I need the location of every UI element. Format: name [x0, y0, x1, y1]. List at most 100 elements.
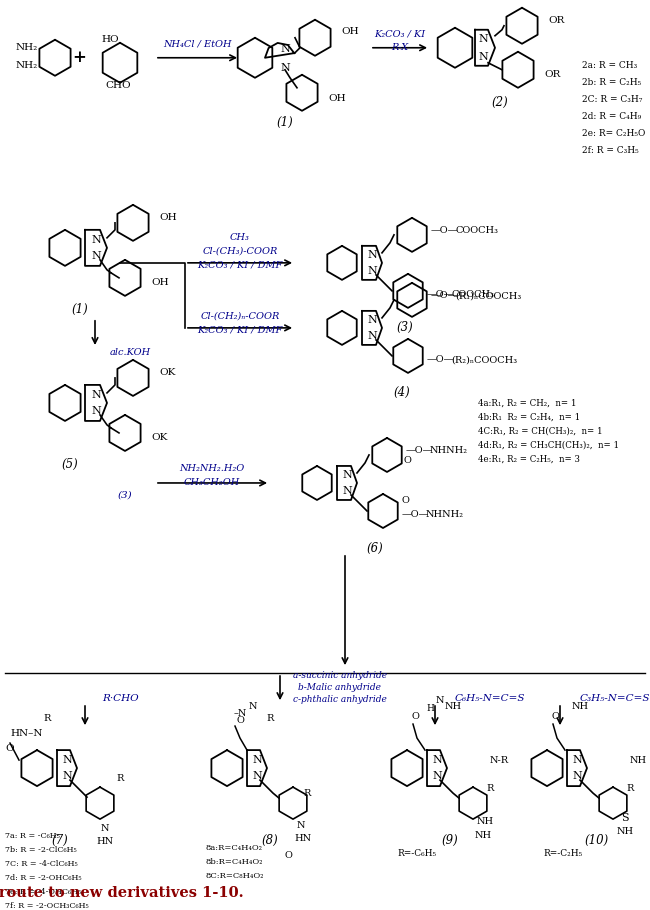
Text: O: O [401, 497, 409, 505]
Text: R: R [266, 713, 274, 723]
Text: HN: HN [294, 834, 311, 843]
Text: Cl-(CH₂)ₙ-COOR: Cl-(CH₂)ₙ-COOR [200, 311, 280, 320]
Text: R: R [116, 774, 124, 783]
Text: 2e: R= C₂H₅O: 2e: R= C₂H₅O [582, 129, 645, 138]
Text: —O—: —O— [402, 511, 430, 520]
Text: N: N [91, 251, 101, 261]
Text: c-phthalic anhydride: c-phthalic anhydride [293, 694, 387, 703]
Text: NH: NH [630, 755, 647, 764]
Text: N: N [280, 63, 290, 73]
Text: COOCH₃: COOCH₃ [455, 227, 498, 236]
Text: —O—: —O— [406, 447, 434, 455]
Text: N: N [432, 771, 442, 781]
Text: N: N [252, 771, 262, 781]
Text: 8a:R=C₄H₄O₂: 8a:R=C₄H₄O₂ [205, 844, 262, 852]
Text: HN: HN [96, 836, 114, 845]
Text: N: N [478, 52, 488, 62]
Text: COOCH₃: COOCH₃ [451, 290, 494, 299]
Text: N: N [367, 250, 377, 260]
Text: NH₂: NH₂ [16, 61, 38, 70]
Text: —O—: —O— [431, 291, 458, 300]
Text: NH: NH [571, 702, 588, 711]
Text: OR: OR [544, 70, 560, 79]
Text: N: N [572, 755, 582, 765]
Text: N: N [572, 771, 582, 781]
Text: alc.KOH: alc.KOH [109, 349, 151, 358]
Text: CHO: CHO [105, 81, 131, 90]
Text: R·CHO: R·CHO [101, 693, 138, 703]
Text: K₂CO₃ / KI: K₂CO₃ / KI [374, 29, 426, 38]
Text: O: O [236, 715, 244, 724]
Text: 2a: R = CH₃: 2a: R = CH₃ [582, 61, 637, 70]
Text: (3): (3) [118, 490, 133, 500]
Text: OH: OH [341, 27, 359, 36]
Text: NHNH₂: NHNH₂ [426, 511, 464, 520]
Text: N: N [367, 266, 377, 276]
Text: R: R [304, 789, 311, 797]
Text: R: R [44, 713, 51, 723]
Text: 7b: R = -2-ClC₆H₅: 7b: R = -2-ClC₆H₅ [5, 846, 77, 854]
Text: —O—: —O— [427, 356, 454, 364]
Text: (8): (8) [261, 834, 278, 846]
Text: (4): (4) [394, 387, 410, 399]
Text: CH₃: CH₃ [230, 233, 250, 242]
Text: R=-C₂H₅: R=-C₂H₅ [543, 849, 582, 857]
Text: (6): (6) [367, 541, 384, 554]
Text: HN–N: HN–N [10, 729, 42, 738]
Text: 7e: R = -4-OHC₆H₅: 7e: R = -4-OHC₆H₅ [5, 888, 81, 896]
Text: (R₁)ₙCOOCH₃: (R₁)ₙCOOCH₃ [455, 291, 521, 300]
Text: C₃H₅-N=C=S: C₃H₅-N=C=S [580, 693, 650, 703]
Text: 4C:R₁, R₂ = CH(CH₃)₂,  n= 1: 4C:R₁, R₂ = CH(CH₃)₂, n= 1 [478, 427, 603, 436]
Text: 8C:R=C₈H₄O₂: 8C:R=C₈H₄O₂ [205, 872, 263, 880]
Text: R: R [486, 784, 494, 793]
Text: N: N [342, 470, 352, 480]
Text: O: O [403, 457, 411, 465]
Text: O: O [284, 851, 292, 860]
Text: NH: NH [616, 826, 634, 835]
Text: (10): (10) [585, 834, 609, 846]
Text: (1): (1) [277, 116, 293, 129]
Text: H: H [426, 703, 434, 713]
Text: N: N [342, 486, 352, 496]
Text: NH₄Cl / EtOH: NH₄Cl / EtOH [162, 39, 231, 48]
Text: OK: OK [151, 433, 168, 442]
Text: +: + [72, 49, 86, 66]
Text: (R₂)ₙCOOCH₃: (R₂)ₙCOOCH₃ [451, 356, 517, 364]
Text: Cl-(CH₃)-COOR: Cl-(CH₃)-COOR [202, 247, 278, 256]
Text: N-R: N-R [490, 755, 509, 764]
Text: 2f: R = C₃H₅: 2f: R = C₃H₅ [582, 147, 639, 156]
Text: S: S [621, 814, 629, 824]
Text: NH: NH [474, 831, 491, 840]
Text: N: N [252, 755, 262, 765]
Text: N: N [91, 389, 101, 399]
Text: N: N [436, 695, 444, 704]
Text: 8b:R=C₄H₄O₂: 8b:R=C₄H₄O₂ [205, 858, 263, 866]
Text: O: O [411, 712, 419, 721]
Text: K₂CO₃ / KI / DMF: K₂CO₃ / KI / DMF [198, 260, 283, 269]
Text: N: N [91, 406, 101, 416]
Text: R-X: R-X [391, 44, 409, 52]
Text: NH: NH [445, 702, 461, 711]
Text: NH: NH [476, 816, 493, 825]
Text: N: N [62, 755, 72, 765]
Text: b-Malic anhydride: b-Malic anhydride [298, 682, 382, 692]
Text: 2d: R = C₄H₉: 2d: R = C₄H₉ [582, 112, 642, 121]
Text: OK: OK [159, 369, 176, 378]
Text: N: N [280, 44, 290, 54]
Text: OH: OH [151, 278, 168, 288]
Text: N: N [101, 824, 109, 833]
Text: N: N [297, 821, 306, 830]
Text: 4e:R₁, R₂ = C₂H₅,  n= 3: 4e:R₁, R₂ = C₂H₅, n= 3 [478, 454, 580, 463]
Text: C₆H₅-N=C=S: C₆H₅-N=C=S [455, 693, 525, 703]
Text: O: O [6, 743, 14, 753]
Text: N: N [432, 755, 442, 765]
Text: K₂CO₃ / KI / DMF: K₂CO₃ / KI / DMF [198, 326, 283, 334]
Text: NH₂NH₂.H₂O: NH₂NH₂.H₂O [179, 464, 244, 473]
Text: 2C: R = C₃H₇: 2C: R = C₃H₇ [582, 96, 642, 105]
Text: (3): (3) [396, 321, 413, 334]
Text: (2): (2) [491, 96, 508, 109]
Text: –N: –N [233, 709, 247, 718]
Text: 7d: R = -2-OHC₆H₅: 7d: R = -2-OHC₆H₅ [5, 875, 82, 882]
Text: N: N [478, 34, 488, 44]
Text: 7C: R = -4-ClC₆H₅: 7C: R = -4-ClC₆H₅ [5, 860, 78, 868]
